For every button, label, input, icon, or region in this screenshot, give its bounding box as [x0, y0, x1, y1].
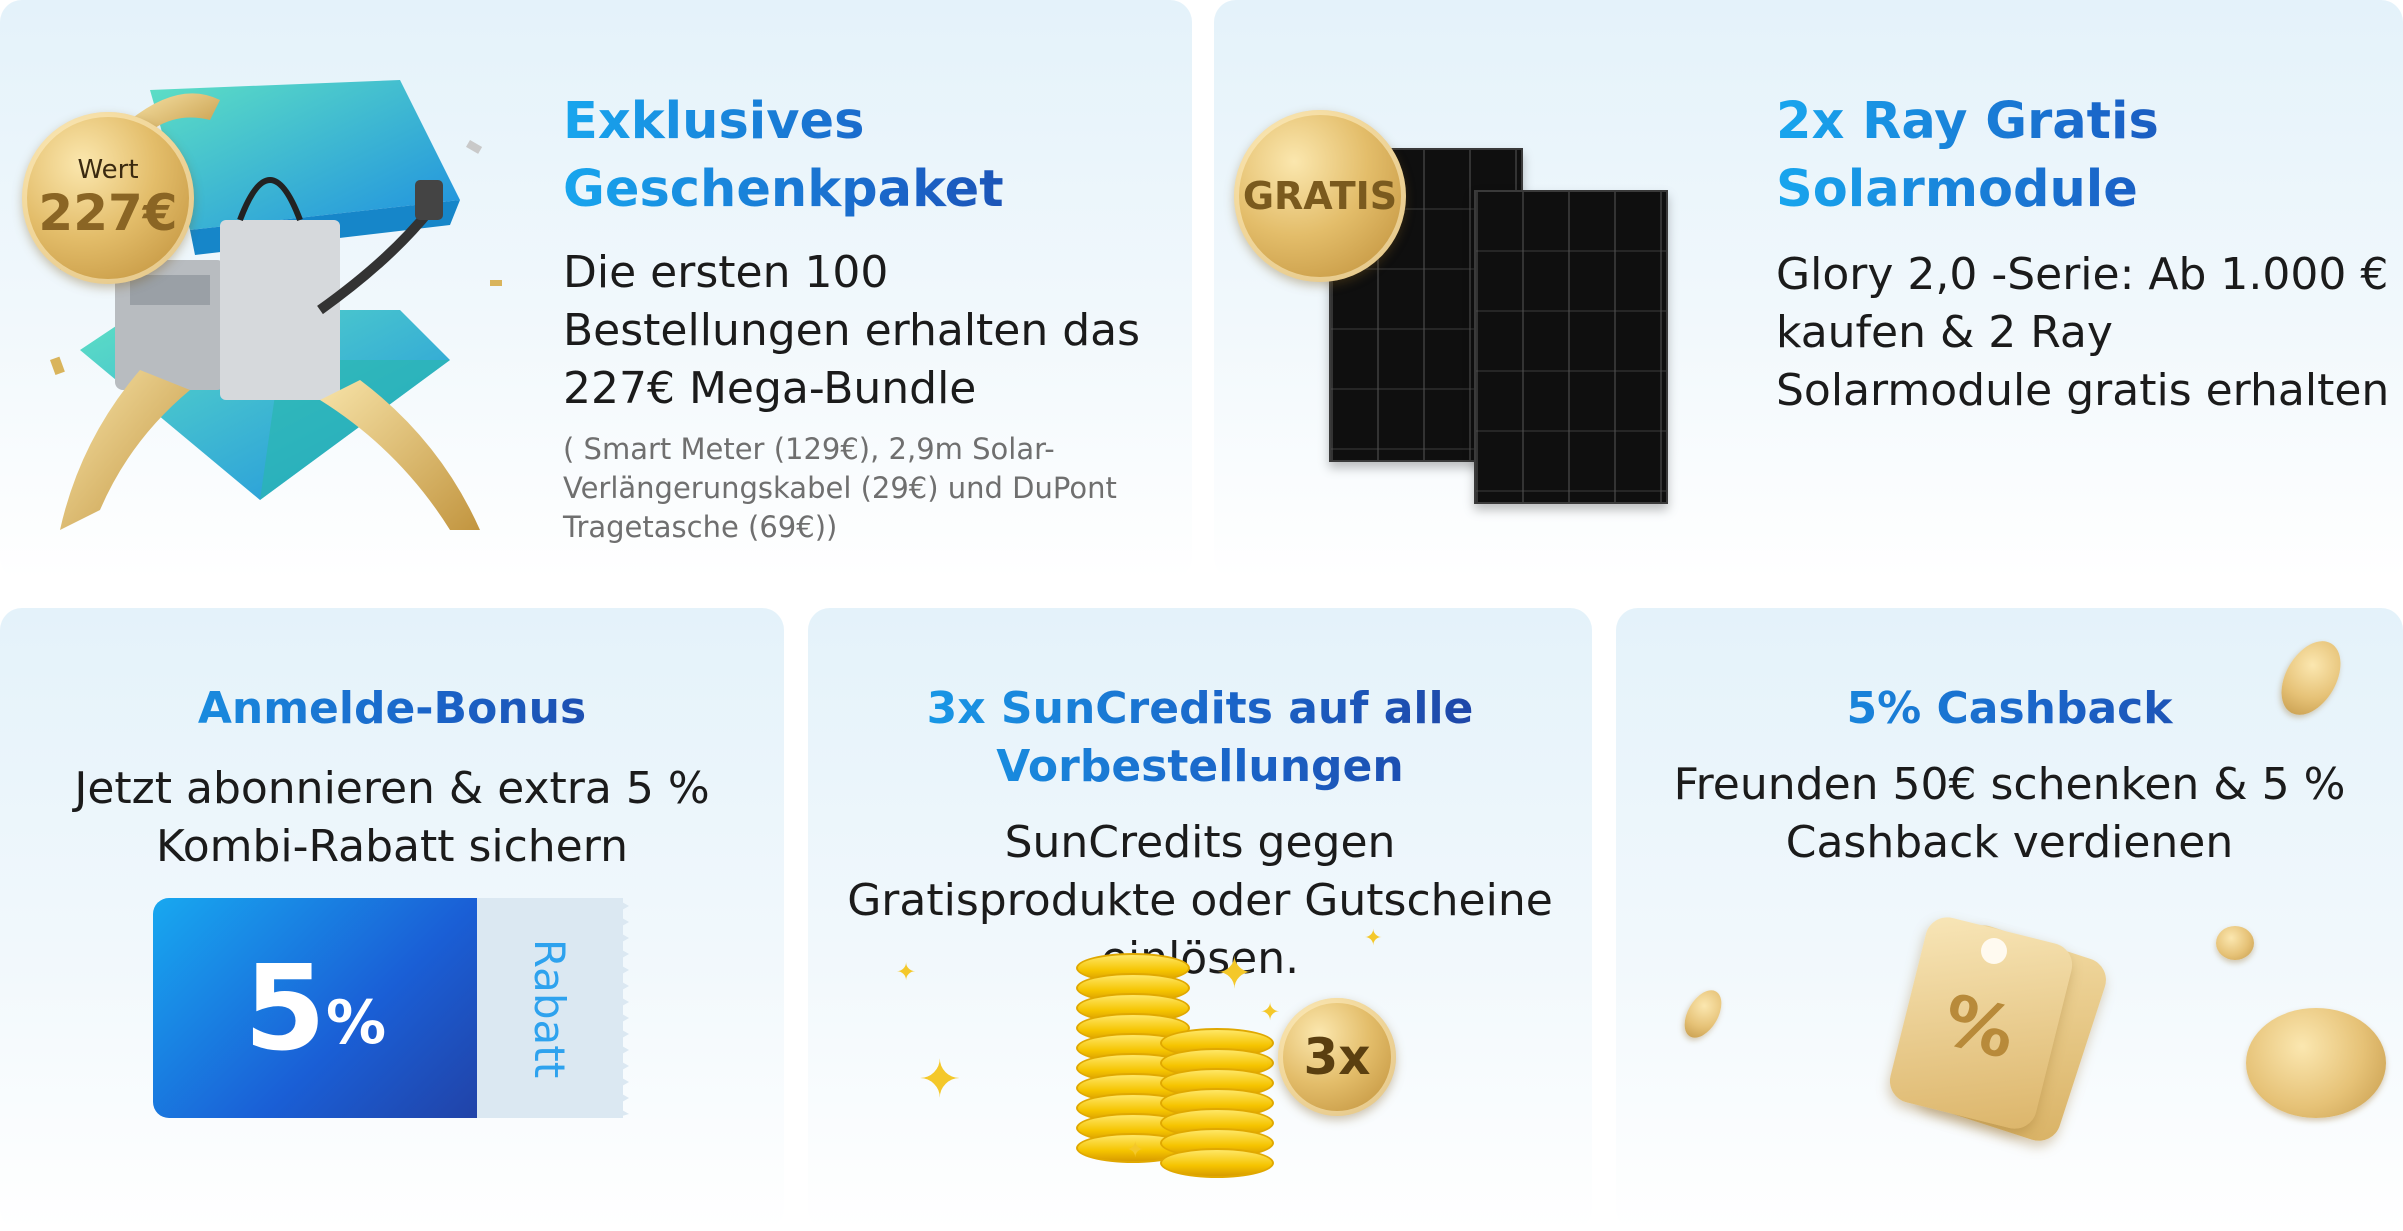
value-badge-label: Wert [77, 155, 139, 185]
gift-title-line1: Exklusives [563, 92, 865, 151]
cashback-title: 5% Cashback [1646, 680, 2373, 738]
coupon-stub-label: Rabatt [525, 938, 575, 1078]
value-badge-amount: 227€ [38, 184, 178, 242]
discount-coupon: 5 % Rabatt [153, 898, 629, 1118]
cashback-description: Freunden 50€ schenken & 5 % Cashback ver… [1673, 759, 2346, 868]
solar-title-line1: 2x Ray Gratis [1776, 92, 2159, 151]
coin-icon [2246, 1008, 2386, 1118]
solar-description: Glory 2,0 -Serie: Ab 1.000 € kaufen & 2 … [1776, 249, 2390, 416]
gift-box-illustration [20, 60, 540, 540]
solar-panel-front [1474, 190, 1668, 504]
signup-bonus-card: Anmelde-Bonus Jetzt abonnieren & extra 5… [0, 608, 784, 1231]
solar-modules-card: GRATIS 2x Ray Gratis Solarmodule Glory 2… [1214, 0, 2403, 580]
gratis-badge-label: GRATIS [1242, 174, 1398, 218]
gift-description: Die ersten 100 Bestellungen erhalten das… [563, 247, 1141, 414]
coupon-value: 5 [243, 939, 326, 1077]
suncredits-title: 3x SunCredits auf alle Vorbestellungen [838, 680, 1562, 796]
coin-icon [1677, 983, 1729, 1045]
price-tag-illustration: % [1885, 898, 2146, 1158]
suncredits-card: 3x SunCredits auf alle Vorbestellungen S… [808, 608, 1592, 1231]
value-badge: Wert 227€ [22, 112, 194, 284]
signup-description: Jetzt abonnieren & extra 5 % Kombi-Rabat… [74, 763, 710, 872]
gift-note: ( Smart Meter (129€), 2,9m Solar-Verläng… [563, 432, 1117, 544]
multiplier-badge-label: 3x [1303, 1028, 1371, 1086]
gift-title-line2: Geschenkpaket [563, 160, 1004, 219]
sparkle-icon: ✦ [1364, 926, 1383, 951]
gratis-badge: GRATIS [1234, 110, 1406, 282]
gift-package-card: Wert 227€ Exklusives Geschenkpaket Die e… [0, 0, 1192, 580]
coupon-stub: Rabatt [477, 898, 623, 1118]
coin-icon [2216, 926, 2254, 960]
multiplier-badge: 3x [1278, 998, 1396, 1116]
sparkle-icon: ✦ [896, 958, 917, 986]
sparkle-icon: ✦ [918, 1050, 962, 1110]
signup-title: Anmelde-Bonus [40, 680, 744, 738]
gift-box-icon [49, 80, 502, 530]
cashback-card: 5% Cashback Freunden 50€ schenken & 5 % … [1616, 608, 2403, 1231]
solar-title-line2: Solarmodule [1776, 160, 2138, 219]
suncredits-description: SunCredits gegen Gratisprodukte oder Gut… [847, 817, 1553, 984]
gift-title: Exklusives Geschenkpaket [563, 88, 1173, 224]
coupon-main: 5 % [153, 898, 477, 1118]
coin-stack-right [1160, 1028, 1274, 1178]
coupon-unit: % [325, 988, 387, 1058]
solar-title: 2x Ray Gratis Solarmodule [1776, 88, 2391, 224]
sparkle-icon: ✦ [1126, 1138, 1145, 1163]
sparkle-icon: ✦ [1260, 998, 1281, 1026]
sparkle-icon: ✦ [1216, 948, 1253, 999]
coupon-zigzag-edge [615, 898, 629, 1118]
